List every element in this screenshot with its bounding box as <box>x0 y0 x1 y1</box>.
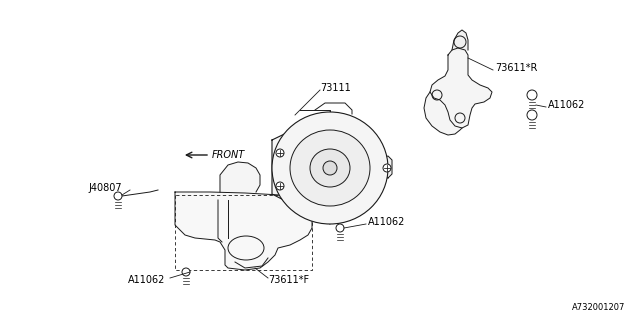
Circle shape <box>114 192 122 200</box>
Circle shape <box>182 268 190 276</box>
Polygon shape <box>452 30 468 50</box>
Polygon shape <box>382 156 392 178</box>
Polygon shape <box>175 192 312 270</box>
Text: A11062: A11062 <box>368 217 405 227</box>
Circle shape <box>527 110 537 120</box>
Polygon shape <box>272 112 330 224</box>
Ellipse shape <box>290 130 370 206</box>
Text: A11062: A11062 <box>548 100 586 110</box>
Text: 73611*R: 73611*R <box>495 63 538 73</box>
Polygon shape <box>220 162 260 192</box>
Text: FRONT: FRONT <box>212 150 245 160</box>
Circle shape <box>383 164 391 172</box>
Circle shape <box>276 149 284 157</box>
Polygon shape <box>424 92 462 135</box>
Text: J40807: J40807 <box>88 183 122 193</box>
Polygon shape <box>430 48 492 128</box>
Ellipse shape <box>310 149 350 187</box>
Circle shape <box>336 224 344 232</box>
Ellipse shape <box>272 112 388 224</box>
Text: 73611*F: 73611*F <box>268 275 309 285</box>
Circle shape <box>276 182 284 190</box>
Text: A732001207: A732001207 <box>572 303 625 312</box>
Circle shape <box>527 90 537 100</box>
Text: A11062: A11062 <box>128 275 165 285</box>
Text: 73111: 73111 <box>320 83 351 93</box>
Ellipse shape <box>323 161 337 175</box>
